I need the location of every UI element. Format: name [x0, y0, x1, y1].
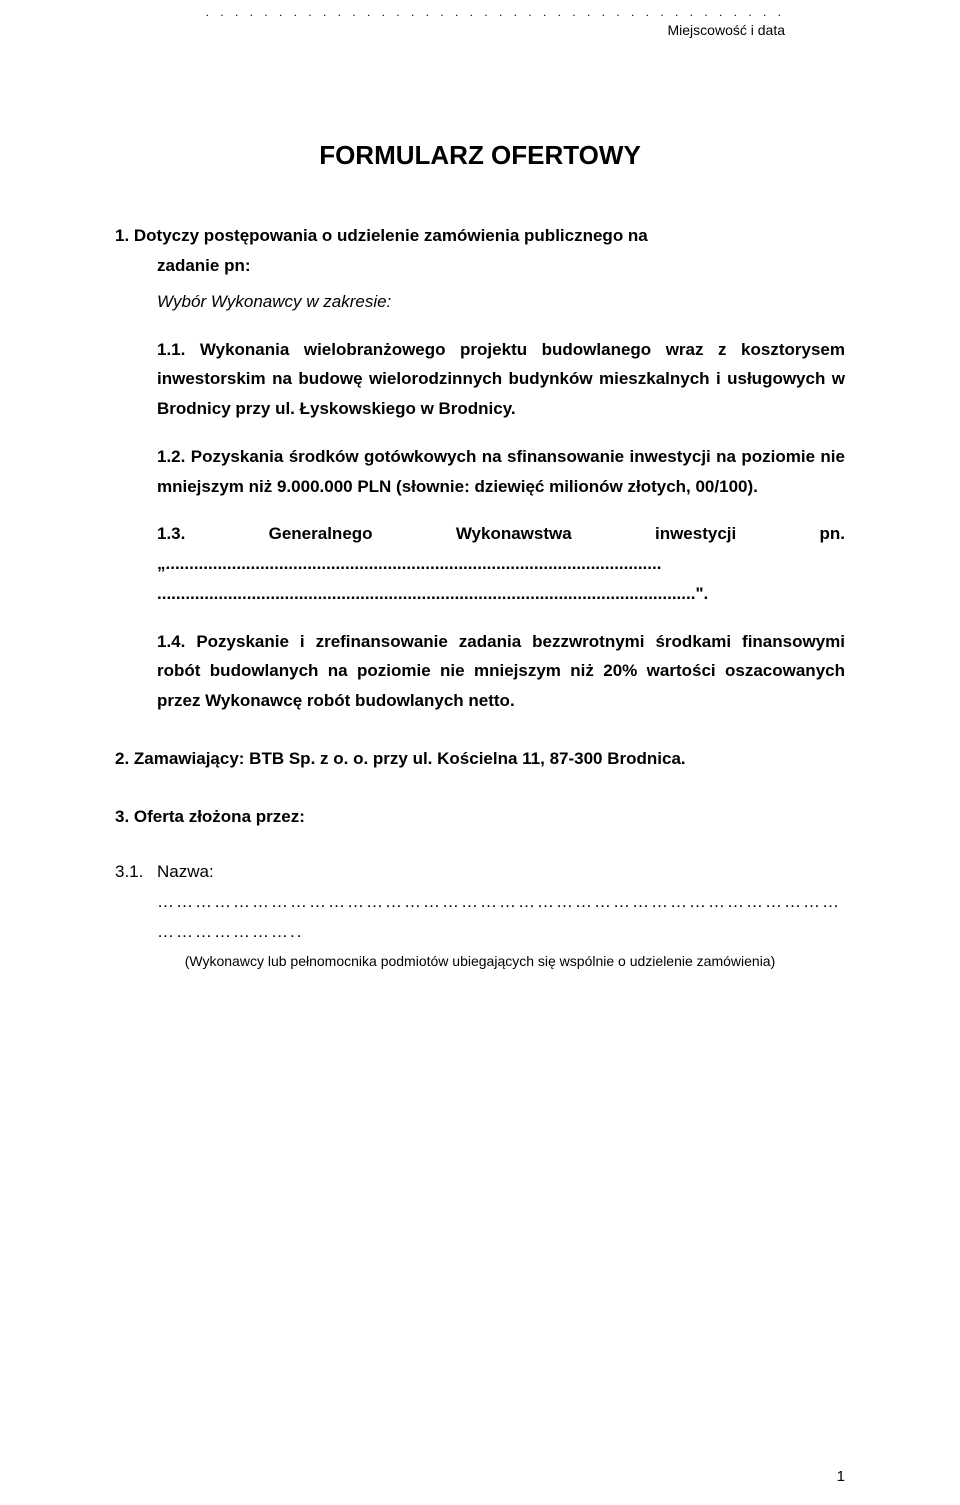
item-1-3-fill-line-1: „.......................................…	[157, 549, 845, 579]
document-page: . . . . . . . . . . . . . . . . . . . . …	[0, 0, 960, 1505]
item-3-1-label: Nazwa:	[157, 862, 214, 881]
section-1: 1. Dotyczy postępowania o udzielenie zam…	[115, 221, 845, 716]
item-3-1-fill-line-1: ………………………………………………………………………………………………	[115, 887, 845, 917]
item-3-1-footnote: (Wykonawcy lub pełnomocnika podmiotów ub…	[115, 953, 845, 969]
section-1-intro-line2: zadanie pn:	[115, 251, 845, 281]
place-date-dotted-line: . . . . . . . . . . . . . . . . . . . . …	[115, 4, 785, 21]
item-1-3-word-pn: pn.	[820, 519, 846, 549]
item-1-2: 1.2. Pozyskania środków gotówkowych na s…	[115, 442, 845, 502]
item-1-3: 1.3. Generalnego Wykonawstwa inwestycji …	[115, 519, 845, 608]
item-3-1: 3.1.Nazwa:	[115, 857, 845, 887]
item-1-3-num: 1.3.	[157, 519, 185, 549]
section-1-italic: Wybór Wykonawcy w zakresie:	[115, 287, 845, 317]
item-1-3-fill-line-2: ........................................…	[157, 579, 845, 609]
item-3-1-fill-line-2: …………………..	[115, 917, 845, 947]
item-3-1-num: 3.1.	[115, 857, 157, 887]
item-1-3-word-generalnego: Generalnego	[269, 519, 373, 549]
section-3-heading: 3. Oferta złożona przez:	[115, 802, 845, 832]
item-1-4: 1.4. Pozyskanie i zrefinansowanie zadani…	[115, 627, 845, 716]
section-2: 2. Zamawiający: BTB Sp. z o. o. przy ul.…	[115, 744, 845, 774]
item-1-1: 1.1. Wykonania wielobranżowego projektu …	[115, 335, 845, 424]
place-date-label: Miejscowość i data	[115, 21, 785, 41]
page-number: 1	[837, 1468, 845, 1485]
item-1-3-line: 1.3. Generalnego Wykonawstwa inwestycji …	[157, 519, 845, 549]
document-title: FORMULARZ OFERTOWY	[115, 140, 845, 171]
item-1-3-word-wykonawstwa: Wykonawstwa	[456, 519, 572, 549]
item-1-3-word-inwestycji: inwestycji	[655, 519, 736, 549]
section-3: 3. Oferta złożona przez: 3.1.Nazwa: ……………	[115, 802, 845, 969]
section-2-text: 2. Zamawiający: BTB Sp. z o. o. przy ul.…	[115, 744, 845, 774]
place-date-block: . . . . . . . . . . . . . . . . . . . . …	[115, 4, 845, 40]
section-1-intro-line1: 1. Dotyczy postępowania o udzielenie zam…	[115, 221, 845, 251]
